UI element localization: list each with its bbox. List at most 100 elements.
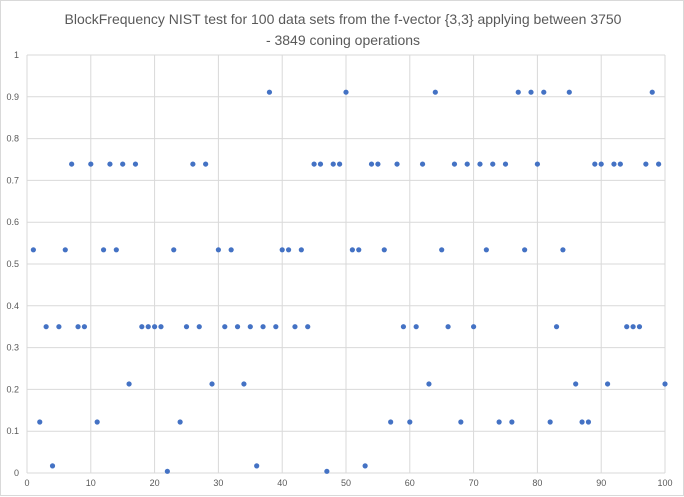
y-tick-label: 0	[14, 468, 19, 478]
data-point	[477, 161, 483, 167]
data-point	[37, 419, 43, 425]
data-point	[573, 381, 579, 387]
y-tick-label: 0.5	[6, 259, 19, 269]
data-point	[432, 89, 438, 95]
x-tick-label: 30	[213, 478, 223, 488]
y-tick-label: 0.3	[6, 343, 19, 353]
data-point	[509, 419, 515, 425]
data-point	[592, 161, 598, 167]
data-point	[560, 247, 566, 253]
x-tick-label: 40	[277, 478, 287, 488]
y-tick-label: 0.7	[6, 175, 19, 185]
y-tick-label: 0.2	[6, 384, 19, 394]
data-point	[145, 324, 151, 330]
data-point	[196, 324, 202, 330]
data-point	[656, 161, 662, 167]
data-point	[203, 161, 209, 167]
data-point	[502, 161, 509, 167]
data-point	[439, 247, 445, 253]
data-point	[643, 161, 649, 167]
data-point	[177, 419, 183, 425]
data-point	[171, 247, 177, 253]
data-point	[528, 89, 534, 95]
data-point	[132, 161, 139, 167]
data-point	[324, 468, 330, 474]
data-point	[190, 161, 196, 167]
data-point	[75, 324, 81, 330]
data-point	[241, 381, 247, 387]
x-tick-label: 50	[341, 478, 351, 488]
data-point	[419, 161, 426, 167]
data-point	[215, 247, 221, 253]
data-point	[496, 419, 502, 425]
data-point	[458, 419, 464, 425]
data-point	[49, 463, 56, 469]
data-point	[285, 247, 292, 253]
y-tick-label: 0.6	[6, 217, 19, 227]
data-point	[624, 324, 630, 330]
data-point	[579, 419, 585, 425]
data-point	[368, 161, 375, 167]
data-point	[247, 324, 253, 330]
data-point	[113, 247, 119, 253]
data-point	[62, 247, 68, 253]
data-point	[356, 247, 362, 253]
x-tick-label: 90	[596, 478, 606, 488]
data-point	[69, 161, 75, 167]
data-point	[381, 247, 387, 253]
data-point	[152, 324, 158, 330]
data-point	[413, 324, 419, 330]
data-point	[400, 324, 407, 330]
data-point	[337, 161, 343, 167]
data-point	[183, 324, 190, 330]
data-point	[547, 419, 553, 425]
data-point	[566, 89, 572, 95]
data-point	[604, 381, 611, 387]
data-point	[362, 463, 368, 469]
data-point	[375, 161, 381, 167]
data-point	[611, 161, 617, 167]
data-point	[30, 247, 36, 253]
data-point	[598, 161, 604, 167]
data-point	[81, 324, 88, 330]
data-point	[630, 324, 636, 330]
x-tick-label: 100	[657, 478, 672, 488]
x-tick-label: 60	[405, 478, 415, 488]
data-point	[349, 247, 355, 253]
data-point	[541, 89, 547, 95]
data-point	[158, 324, 164, 330]
x-tick-label: 10	[86, 478, 96, 488]
data-point	[94, 419, 100, 425]
y-tick-label: 0.4	[6, 301, 19, 311]
data-point	[553, 324, 560, 330]
data-point	[636, 324, 643, 330]
data-point	[273, 324, 279, 330]
y-tick-label: 0.8	[6, 134, 19, 144]
data-point	[126, 381, 132, 387]
x-tick-label: 20	[150, 478, 160, 488]
data-point	[298, 247, 304, 253]
data-point	[343, 89, 349, 95]
data-point	[164, 468, 170, 474]
data-point	[534, 161, 541, 167]
data-point	[388, 419, 394, 425]
data-point	[107, 161, 113, 167]
data-point	[649, 89, 655, 95]
x-tick-label: 80	[532, 478, 542, 488]
data-point	[585, 419, 592, 425]
data-point	[426, 381, 432, 387]
chart-title: BlockFrequency NIST test for 100 data se…	[64, 11, 622, 48]
data-point	[490, 161, 496, 167]
data-point	[234, 324, 241, 330]
data-point	[279, 247, 285, 253]
x-tick-label: 70	[469, 478, 479, 488]
data-point	[483, 247, 489, 253]
data-point	[120, 161, 126, 167]
data-point	[617, 161, 623, 167]
data-point	[292, 324, 298, 330]
y-tick-label: 0.9	[6, 92, 19, 102]
y-tick-label: 1	[14, 50, 19, 60]
data-point	[330, 161, 336, 167]
data-point	[522, 247, 528, 253]
